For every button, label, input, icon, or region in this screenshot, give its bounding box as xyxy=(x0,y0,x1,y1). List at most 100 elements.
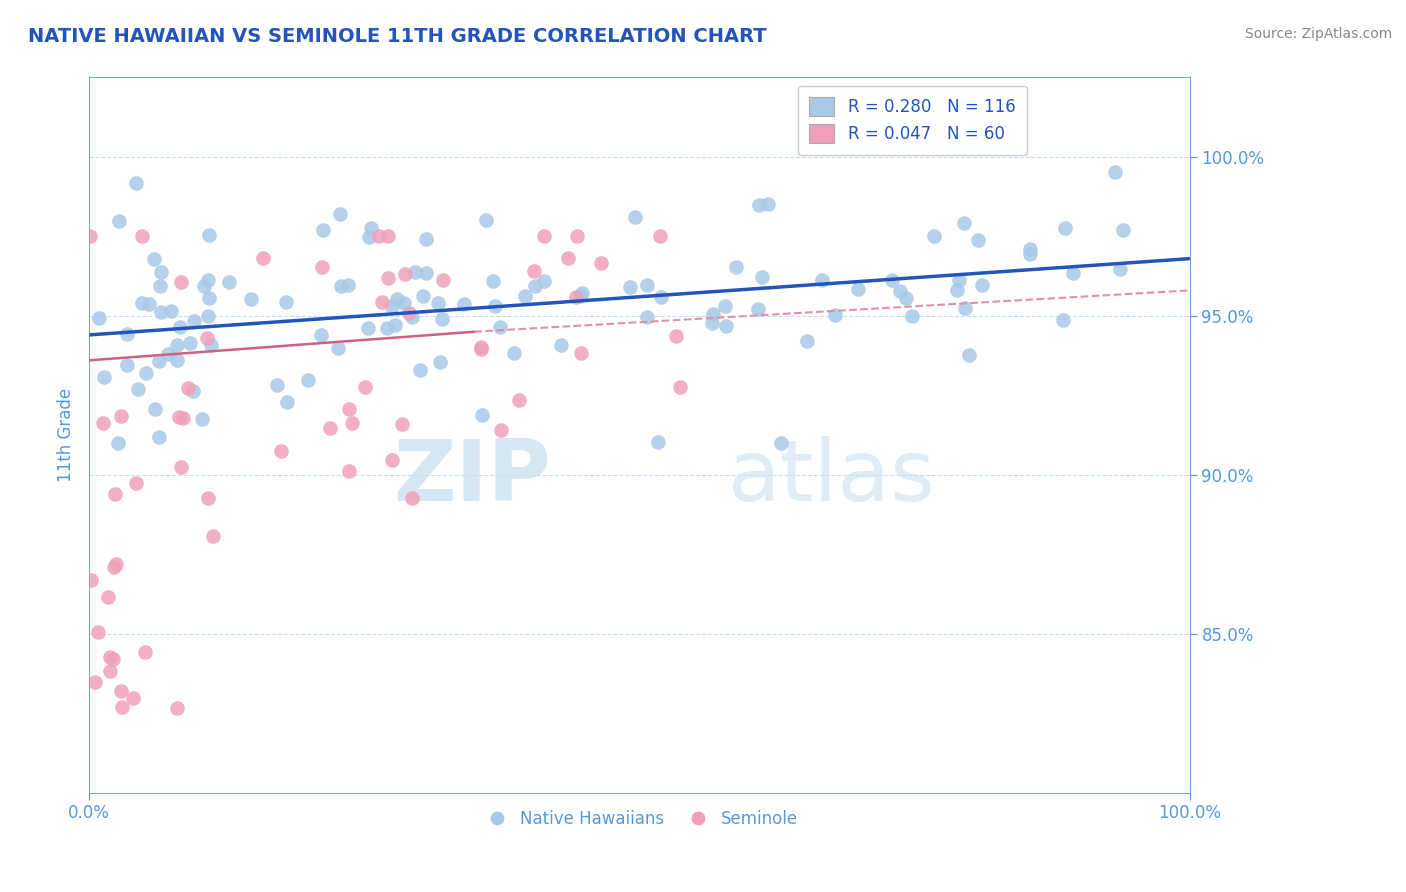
Point xyxy=(481,274,503,288)
Point xyxy=(702,316,724,330)
Point xyxy=(508,393,530,408)
Point xyxy=(371,295,394,310)
Point xyxy=(430,311,453,326)
Point xyxy=(197,227,219,242)
Text: atlas: atlas xyxy=(727,436,935,519)
Point xyxy=(138,296,160,310)
Text: NATIVE HAWAIIAN VS SEMINOLE 11TH GRADE CORRELATION CHART: NATIVE HAWAIIAN VS SEMINOLE 11TH GRADE C… xyxy=(28,27,766,45)
Point xyxy=(312,223,335,237)
Point xyxy=(107,436,129,450)
Point xyxy=(110,409,132,424)
Point xyxy=(1112,223,1135,237)
Point xyxy=(432,272,454,286)
Point xyxy=(533,274,555,288)
Point xyxy=(149,304,172,318)
Point xyxy=(623,211,645,225)
Point xyxy=(240,293,263,307)
Point xyxy=(195,330,218,344)
Point xyxy=(810,273,832,287)
Point xyxy=(142,252,165,267)
Text: ZIP: ZIP xyxy=(394,436,551,519)
Point xyxy=(714,299,737,313)
Point xyxy=(1052,312,1074,326)
Point xyxy=(198,291,221,305)
Point xyxy=(568,288,591,302)
Point xyxy=(297,373,319,387)
Point xyxy=(756,196,779,211)
Point xyxy=(523,279,546,293)
Point xyxy=(650,290,672,304)
Point xyxy=(415,232,437,246)
Point xyxy=(183,314,205,328)
Point xyxy=(1019,246,1042,260)
Point xyxy=(104,557,127,571)
Point xyxy=(1053,220,1076,235)
Point xyxy=(392,296,415,310)
Point xyxy=(475,213,498,227)
Point xyxy=(127,382,149,396)
Point xyxy=(337,278,360,293)
Point xyxy=(401,310,423,324)
Point xyxy=(357,320,380,334)
Point xyxy=(108,213,131,227)
Point xyxy=(1104,164,1126,178)
Point xyxy=(665,328,688,343)
Point xyxy=(747,302,769,317)
Point xyxy=(170,275,193,289)
Point xyxy=(148,354,170,368)
Point xyxy=(97,590,120,604)
Point xyxy=(115,326,138,341)
Point xyxy=(515,289,537,303)
Point xyxy=(125,476,148,491)
Point xyxy=(957,348,980,362)
Point xyxy=(922,229,945,244)
Point xyxy=(385,292,408,306)
Point xyxy=(149,279,172,293)
Point xyxy=(360,221,382,235)
Point xyxy=(329,207,352,221)
Point xyxy=(1018,242,1040,256)
Point xyxy=(796,334,818,348)
Point xyxy=(276,395,298,409)
Point xyxy=(150,265,173,279)
Point xyxy=(93,370,115,384)
Point xyxy=(169,319,191,334)
Point xyxy=(166,701,188,715)
Point xyxy=(647,434,669,449)
Point xyxy=(636,277,658,292)
Point xyxy=(725,260,748,274)
Point xyxy=(901,309,924,323)
Point xyxy=(565,229,588,244)
Point xyxy=(98,650,121,665)
Point xyxy=(484,299,506,313)
Point xyxy=(404,265,426,279)
Point xyxy=(391,417,413,431)
Point xyxy=(87,625,110,640)
Point xyxy=(266,377,288,392)
Point xyxy=(111,699,134,714)
Point xyxy=(557,252,579,266)
Point xyxy=(398,306,420,320)
Point xyxy=(200,338,222,352)
Point xyxy=(110,684,132,698)
Point xyxy=(309,327,332,342)
Point xyxy=(79,229,101,244)
Point xyxy=(375,321,398,335)
Point xyxy=(218,276,240,290)
Point xyxy=(972,278,994,293)
Point xyxy=(357,229,380,244)
Point xyxy=(751,269,773,284)
Point xyxy=(569,346,592,360)
Point xyxy=(98,665,121,679)
Point xyxy=(367,229,389,244)
Point xyxy=(1109,261,1132,276)
Point xyxy=(172,411,194,425)
Point xyxy=(470,408,492,422)
Text: Source: ZipAtlas.com: Source: ZipAtlas.com xyxy=(1244,27,1392,41)
Point xyxy=(274,295,297,310)
Point xyxy=(748,198,770,212)
Point xyxy=(894,291,917,305)
Point xyxy=(131,295,153,310)
Point xyxy=(148,429,170,443)
Point xyxy=(197,273,219,287)
